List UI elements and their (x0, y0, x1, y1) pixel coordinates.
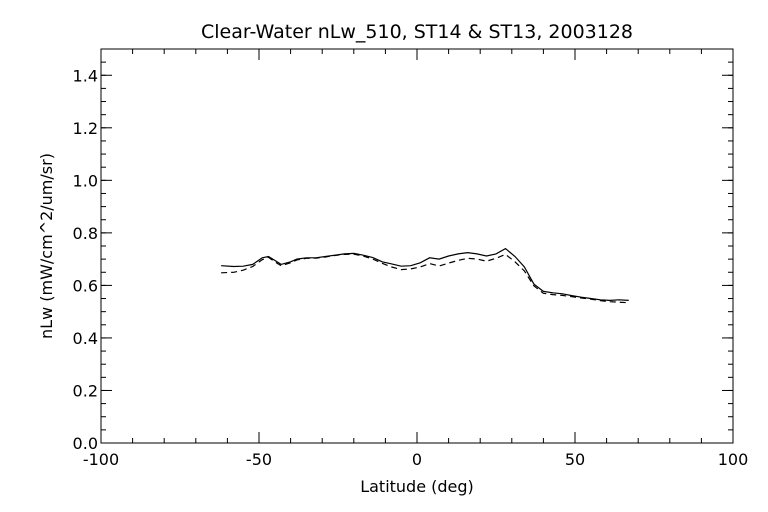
plot-frame (100, 48, 734, 444)
y-tick-label: 0.6 (73, 276, 98, 295)
x-tick-label: 100 (718, 450, 749, 469)
x-tick-label: 0 (412, 450, 422, 469)
x-tick-label: -50 (246, 450, 272, 469)
y-tick-label: 0.0 (73, 434, 98, 453)
axis-ticks (100, 48, 734, 444)
tick-labels: -100 -50 0 50 100 0.0 0.2 0.4 0.6 0.8 1.0 1.2 1.4 (73, 66, 749, 469)
y-tick-label: 0.8 (73, 224, 98, 243)
series-group (221, 247, 629, 304)
y-tick-label: 1.4 (73, 66, 98, 85)
y-tick-label: 1.0 (73, 171, 98, 190)
y-tick-label: 1.2 (73, 119, 98, 138)
y-tick-label: 0.2 (73, 381, 98, 400)
x-tick-label: -100 (83, 450, 119, 469)
series-line-solid (221, 247, 629, 302)
x-axis-label: Latitude (deg) (360, 477, 474, 496)
chart-title: Clear-Water nLw_510, ST14 & ST13, 200312… (201, 21, 633, 43)
series-line-dashed (221, 253, 629, 304)
x-tick-label: 50 (565, 450, 585, 469)
y-tick-label: 0.4 (73, 329, 98, 348)
y-axis-label: nLw (mW/cm^2/um/sr) (37, 153, 56, 339)
